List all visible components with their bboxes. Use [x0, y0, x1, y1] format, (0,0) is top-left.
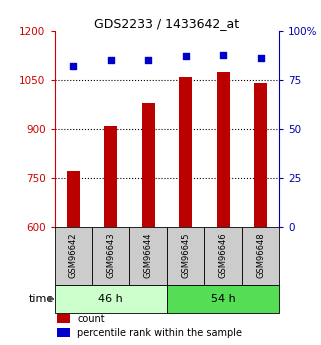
Bar	[167, 227, 204, 285]
Bar	[179, 77, 192, 227]
Text: percentile rank within the sample: percentile rank within the sample	[77, 327, 242, 337]
Text: 54 h: 54 h	[211, 294, 236, 304]
Text: GSM96643: GSM96643	[106, 232, 115, 278]
Bar	[57, 314, 70, 323]
Bar	[254, 83, 267, 227]
Text: GSM96645: GSM96645	[181, 232, 190, 277]
Point	[183, 54, 188, 59]
Text: GSM96644: GSM96644	[144, 232, 153, 277]
Bar	[167, 285, 279, 313]
Point	[108, 58, 113, 63]
Bar	[204, 227, 242, 285]
Bar	[55, 285, 167, 313]
Bar	[142, 103, 155, 227]
Point	[258, 56, 263, 61]
Bar	[217, 72, 230, 227]
Point	[221, 52, 226, 57]
Bar	[57, 328, 70, 337]
Bar	[55, 227, 92, 285]
Bar	[92, 227, 129, 285]
Bar	[129, 227, 167, 285]
Bar	[104, 126, 117, 227]
Text: count: count	[77, 314, 105, 324]
Text: GSM96646: GSM96646	[219, 232, 228, 278]
Text: time: time	[29, 294, 54, 304]
Bar	[242, 227, 279, 285]
Text: GSM96648: GSM96648	[256, 232, 265, 278]
Text: GSM96642: GSM96642	[69, 232, 78, 277]
Title: GDS2233 / 1433642_at: GDS2233 / 1433642_at	[94, 17, 239, 30]
Bar	[67, 171, 80, 227]
Point	[71, 63, 76, 69]
Text: 46 h: 46 h	[98, 294, 123, 304]
Point	[146, 58, 151, 63]
